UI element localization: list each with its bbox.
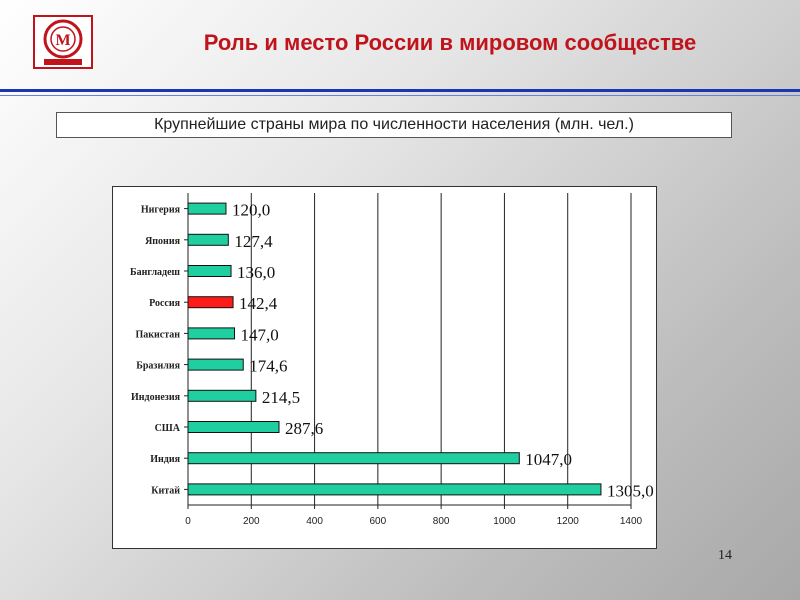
page-title: Роль и место России в мировом сообществе bbox=[203, 30, 697, 55]
category-label: Китай bbox=[151, 485, 180, 496]
data-label: 214,5 bbox=[262, 388, 300, 407]
header-divider-thin bbox=[0, 95, 800, 96]
emblem-icon: М bbox=[33, 15, 93, 69]
logo: М bbox=[30, 14, 96, 70]
x-tick-label: 800 bbox=[433, 516, 450, 527]
x-tick-label: 400 bbox=[306, 516, 323, 527]
bar bbox=[187, 233, 229, 246]
bar bbox=[187, 452, 520, 465]
category-label: Индонезия bbox=[131, 392, 181, 403]
x-tick-label: 0 bbox=[185, 516, 191, 527]
data-label: 142,4 bbox=[239, 294, 278, 313]
chart-subtitle: Крупнейшие страны мира по численности на… bbox=[56, 112, 732, 138]
category-label: США bbox=[155, 423, 181, 434]
bar bbox=[187, 202, 227, 215]
category-label: Япония bbox=[145, 236, 181, 247]
x-tick-label: 1400 bbox=[620, 516, 643, 527]
header-divider bbox=[0, 89, 800, 92]
bar bbox=[187, 421, 280, 433]
logo-letter: М bbox=[55, 32, 70, 49]
category-label: Россия bbox=[149, 298, 180, 309]
data-label: 136,0 bbox=[237, 263, 275, 282]
data-label: 287,6 bbox=[285, 419, 323, 438]
bar bbox=[187, 265, 232, 277]
data-label: 127,4 bbox=[234, 232, 273, 251]
bar bbox=[187, 389, 257, 402]
data-label: 174,6 bbox=[249, 357, 287, 376]
category-label: Бразилия bbox=[136, 361, 180, 372]
data-label: 1305,0 bbox=[607, 481, 654, 500]
bar bbox=[187, 483, 602, 496]
chart-svg: 0 200 400 600 800 1000 1200 1400 Нигерия 120,0 Япо… bbox=[130, 193, 654, 527]
data-label: 1047,0 bbox=[525, 450, 572, 469]
bar-chart: 0 200 400 600 800 1000 1200 1400 Нигерия 120,0 Япо… bbox=[112, 186, 657, 549]
x-tick-label: 1200 bbox=[557, 516, 580, 527]
category-label: Индия bbox=[150, 454, 180, 465]
x-tick-label: 600 bbox=[370, 516, 387, 527]
bar bbox=[187, 327, 236, 340]
x-tick-label: 1000 bbox=[493, 516, 516, 527]
category-label: Нигерия bbox=[141, 205, 181, 216]
category-label: Пакистан bbox=[135, 329, 180, 340]
bar bbox=[187, 358, 244, 371]
bar bbox=[187, 296, 234, 309]
data-label: 120,0 bbox=[232, 201, 270, 220]
page-number: 14 bbox=[718, 548, 732, 563]
category-label: Бангладеш bbox=[130, 267, 181, 278]
data-label: 147,0 bbox=[241, 325, 279, 344]
x-tick-label: 200 bbox=[243, 516, 260, 527]
